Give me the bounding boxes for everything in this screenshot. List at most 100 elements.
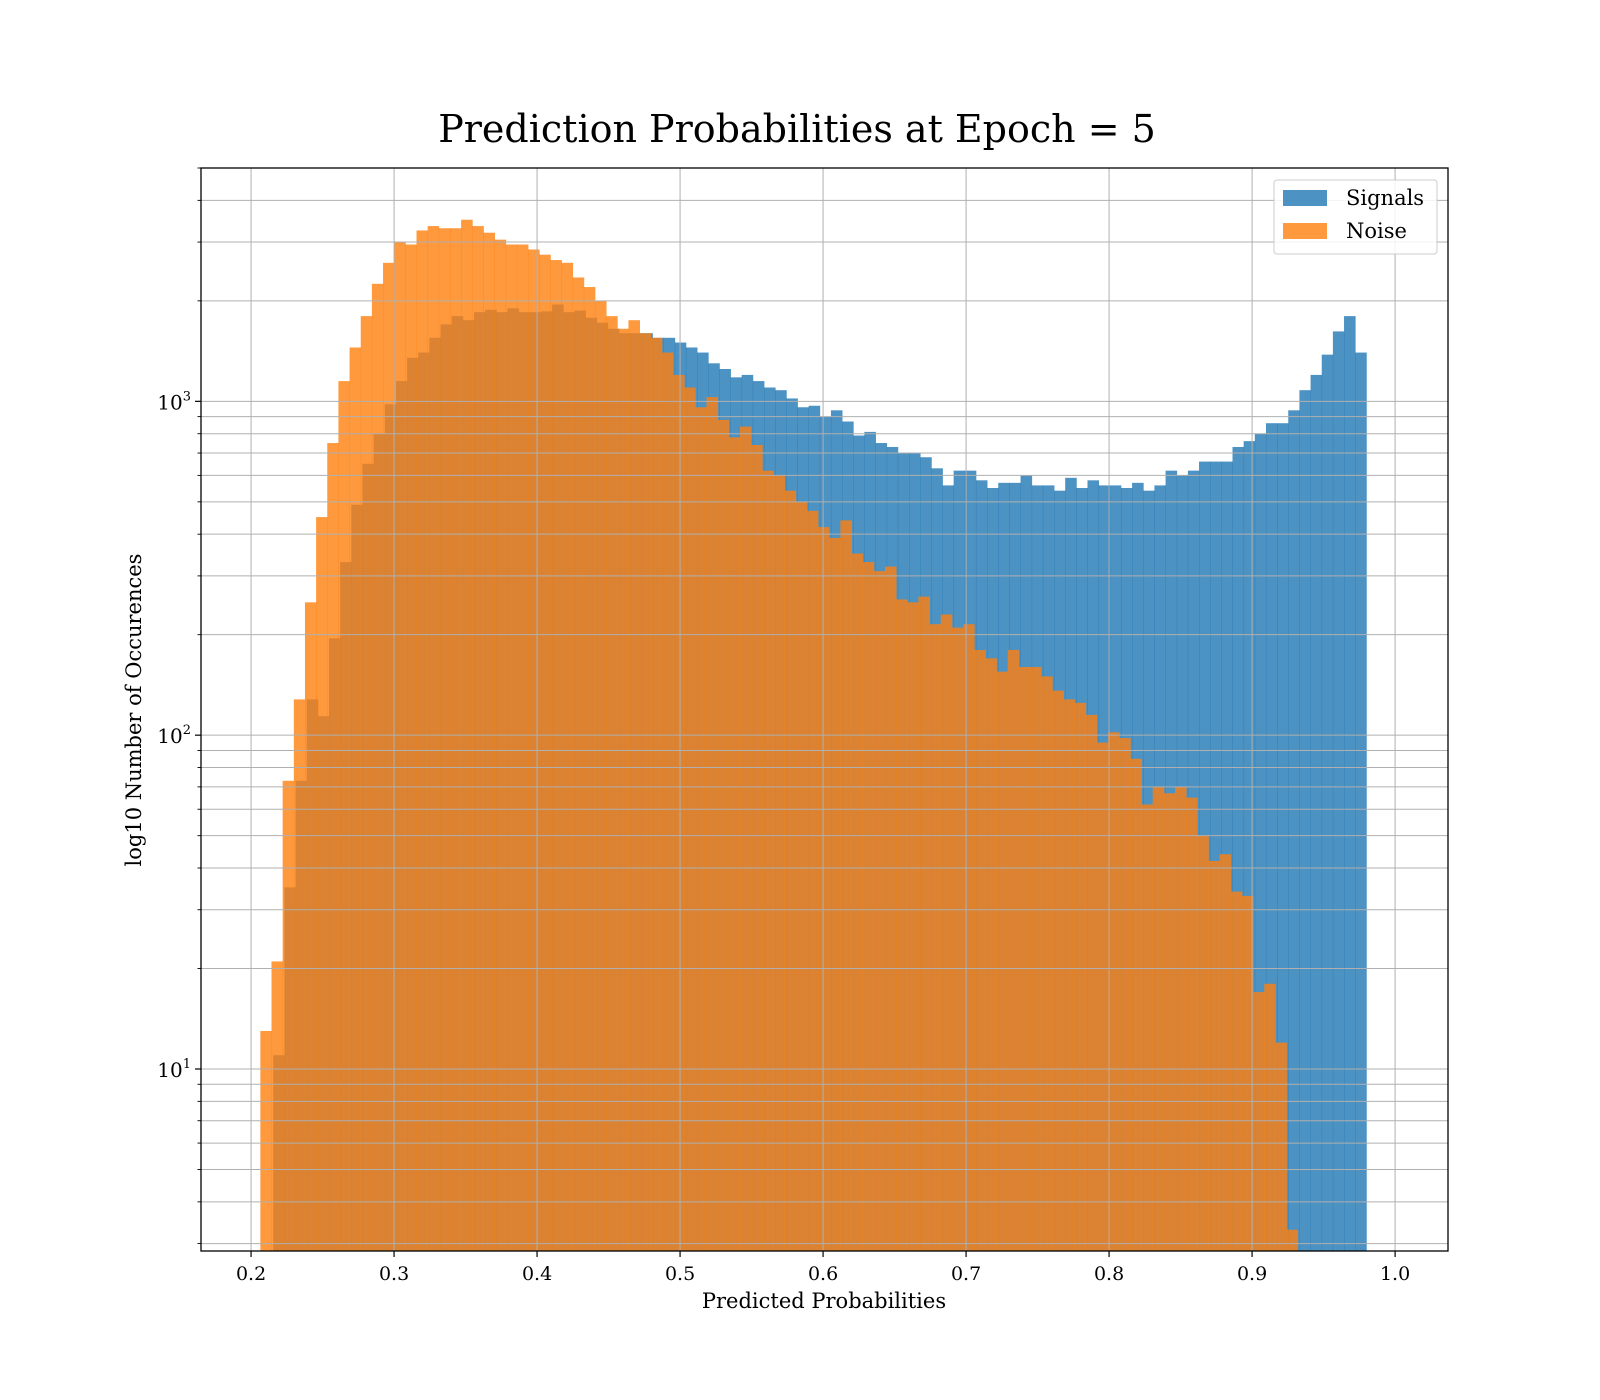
bar-noise [1119,738,1131,1251]
bar-noise [438,228,451,1252]
bar-noise [1041,676,1053,1251]
bar-noise [1163,793,1176,1251]
bar-noise [327,443,339,1251]
bar-noise [851,553,864,1251]
bar-noise [884,566,897,1251]
bar-noise [1085,714,1098,1251]
bar-noise [394,242,406,1251]
y-tick-label: 102 [157,723,191,748]
x-tick-label: 0.6 [808,1263,838,1285]
bar-noise [784,490,797,1251]
bar-noise [963,624,975,1251]
bar-signals [1344,316,1356,1251]
bar-noise [1241,895,1254,1251]
bar-noise [661,352,674,1251]
bar-noise [1018,667,1031,1251]
bar-noise [706,397,719,1251]
bar-noise [539,254,551,1251]
bar-noise [516,244,529,1251]
bar-noise [1264,983,1276,1251]
bar-noise [1052,690,1064,1251]
bar-noise [1141,804,1154,1251]
bar-noise [572,277,585,1252]
bar-noise [762,470,774,1251]
x-tick-label: 0.3 [379,1263,409,1285]
bar-noise [1230,891,1243,1251]
x-tick-label: 1.0 [1380,1263,1410,1285]
bar-noise [449,228,462,1252]
bar-noise [293,699,306,1251]
y-axis-ticks: 101 102 103 [157,167,201,1245]
bar-signals [1210,461,1222,1252]
bar-noise [1152,786,1165,1251]
bar-noise [862,562,875,1251]
bar-noise [1030,667,1042,1251]
bar-noise [416,230,429,1251]
grid-lines [201,167,1448,1251]
bar-signals [1355,352,1367,1251]
legend-label-noise: Noise [1346,219,1407,243]
bar-noise [1275,1042,1287,1251]
bar-noise [1063,699,1076,1251]
bar-signals [1321,354,1334,1251]
bar-noise [684,387,696,1251]
x-axis-ticks: 0.2 0.3 0.4 0.5 0.6 0.7 0.8 0.9 1.0 [236,1251,1410,1285]
bar-noise [561,262,574,1251]
bar-noise [896,599,908,1251]
bar-noise [795,501,808,1252]
bar-noise [1219,854,1232,1251]
chart-title: Prediction Probabilities at Epoch = 5 [438,107,1156,151]
bar-noise [1007,649,1020,1251]
bar-noise [739,426,752,1251]
legend-swatch-signals [1283,190,1327,206]
x-tick-label: 0.4 [522,1263,552,1285]
bar-noise [583,287,596,1251]
bar-noise [316,517,328,1251]
bar-signals [1299,390,1311,1251]
bar-noise [282,780,295,1251]
bar-noise [1286,1229,1299,1251]
bar-noise [873,571,886,1251]
x-tick-label: 0.9 [1237,1263,1267,1285]
bar-noise [338,381,350,1252]
bar-signals [1332,331,1345,1251]
bar-noise [1108,732,1120,1251]
bar-noise [751,445,763,1251]
bar-noise [1253,992,1265,1251]
bar-signals [1243,441,1256,1251]
y-axis-label: log10 Number of Occurences [122,554,146,867]
bar-noise [594,300,607,1252]
bar-noise [650,337,663,1251]
bar-noise [628,320,640,1252]
bar-noise [695,407,707,1251]
bar-noise [472,226,484,1251]
bar-noise [550,260,562,1251]
bar-noise [1130,758,1142,1251]
bar-noise [360,316,373,1251]
bar-noise [951,627,964,1251]
bar-noise [304,602,317,1251]
bar-noise [806,510,819,1251]
legend-swatch-noise [1283,223,1327,239]
bar-noise [940,614,953,1251]
x-tick-label: 0.2 [236,1263,266,1285]
bar-signals [1254,433,1267,1251]
bar-noise [427,226,440,1251]
bar-noise [349,347,362,1252]
bar-noise [929,624,942,1251]
bar-signals [1232,446,1245,1252]
bar-noise [405,244,417,1251]
legend: Signals Noise [1273,179,1438,255]
bar-signals [1277,423,1289,1252]
bar-noise [260,1030,272,1251]
bar-noise [639,333,652,1251]
bar-noise [728,437,741,1251]
bar-noise [974,649,986,1251]
x-tick-label: 0.7 [951,1263,981,1285]
bar-noise [1208,860,1221,1251]
bar-noise [773,475,785,1251]
bar-noise [494,239,507,1251]
bar-noise [617,328,629,1251]
bar-noise [505,244,518,1251]
